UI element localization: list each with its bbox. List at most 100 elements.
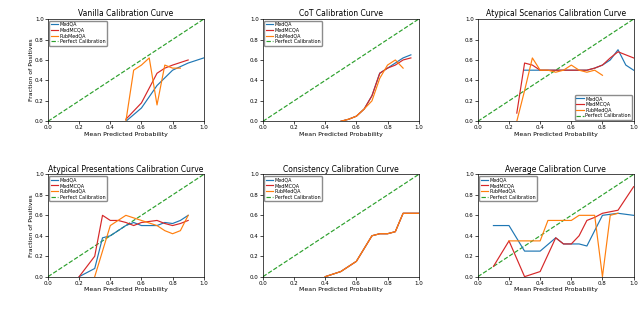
MedMCQA (415, 211, 422, 215)
PubMedQA (583, 213, 591, 217)
MedQA (559, 242, 567, 246)
PubMedQA (368, 99, 376, 103)
PubMedQA (529, 56, 536, 60)
PubMedQA (513, 119, 520, 123)
MedMCQA (575, 234, 583, 238)
MedMCQA (76, 275, 83, 279)
MedQA (575, 68, 583, 72)
PubMedQA (544, 218, 552, 222)
MedMCQA (115, 218, 122, 222)
MedMCQA (99, 213, 106, 217)
Y-axis label: Fraction of Positives: Fraction of Positives (29, 194, 34, 257)
MedQA (153, 224, 161, 227)
MedMCQA (521, 61, 529, 65)
PubMedQA (521, 239, 529, 243)
MedMCQA (138, 221, 145, 225)
PubMedQA (606, 213, 614, 217)
MedMCQA (614, 50, 622, 54)
MedQA (575, 242, 583, 246)
MedQA (392, 61, 399, 65)
MedMCQA (591, 66, 598, 70)
MedQA (184, 213, 192, 217)
PubMedQA (392, 230, 399, 234)
X-axis label: Mean Predicted Probability: Mean Predicted Probability (84, 287, 168, 292)
MedQA (153, 84, 161, 87)
MedQA (321, 275, 329, 279)
MedQA (544, 68, 552, 72)
Legend: MedQA, MedMCQA, PubMedQA, Perfect Calibration: MedQA, MedMCQA, PubMedQA, Perfect Calibr… (49, 176, 107, 201)
MedMCQA (552, 236, 559, 240)
PubMedQA (153, 224, 161, 227)
PubMedQA (536, 68, 544, 72)
MedQA (568, 68, 575, 72)
MedMCQA (345, 265, 353, 268)
PubMedQA (169, 66, 177, 70)
PubMedQA (138, 63, 145, 67)
MedMCQA (169, 63, 177, 67)
MedMCQA (392, 230, 399, 234)
MedMCQA (544, 68, 552, 72)
Line: MedMCQA: MedMCQA (79, 215, 188, 277)
MedQA (200, 56, 207, 60)
Title: CoT Calibration Curve: CoT Calibration Curve (299, 9, 383, 18)
MedQA (122, 224, 130, 227)
PubMedQA (153, 103, 161, 107)
PubMedQA (598, 275, 606, 279)
X-axis label: Mean Predicted Probability: Mean Predicted Probability (84, 132, 168, 137)
PubMedQA (568, 218, 575, 222)
MedQA (161, 221, 169, 225)
PubMedQA (337, 119, 345, 123)
PubMedQA (337, 270, 345, 273)
PubMedQA (161, 229, 169, 232)
MedMCQA (552, 68, 559, 72)
Title: Atypical Scenarios Calibration Curve: Atypical Scenarios Calibration Curve (486, 9, 626, 18)
MedQA (415, 211, 422, 215)
MedQA (598, 213, 606, 217)
PubMedQA (614, 211, 622, 215)
MedQA (99, 236, 106, 240)
PubMedQA (177, 66, 184, 70)
MedMCQA (184, 218, 192, 222)
MedMCQA (161, 222, 169, 225)
PubMedQA (321, 275, 329, 279)
MedQA (337, 119, 345, 123)
MedMCQA (345, 117, 353, 121)
MedQA (384, 66, 392, 70)
Legend: MedQA, MedMCQA, PubMedQA, Perfect Calibration: MedQA, MedMCQA, PubMedQA, Perfect Calibr… (49, 21, 107, 46)
MedMCQA (122, 117, 130, 121)
PubMedQA (591, 68, 598, 72)
MedMCQA (399, 211, 407, 215)
MedQA (614, 211, 622, 215)
MedQA (345, 265, 353, 268)
PubMedQA (122, 213, 130, 217)
MedMCQA (598, 211, 606, 215)
MedMCQA (559, 68, 567, 72)
MedQA (598, 63, 606, 67)
PubMedQA (368, 234, 376, 238)
Line: PubMedQA: PubMedQA (95, 215, 188, 277)
MedMCQA (138, 101, 145, 105)
MedMCQA (130, 224, 138, 227)
Y-axis label: Fraction of Positives: Fraction of Positives (29, 39, 34, 101)
PubMedQA (353, 114, 360, 118)
MedQA (138, 224, 145, 227)
MedQA (591, 66, 598, 70)
MedQA (169, 222, 177, 225)
PubMedQA (122, 119, 130, 123)
PubMedQA (591, 213, 598, 217)
MedMCQA (407, 56, 415, 60)
Line: MedMCQA: MedMCQA (516, 52, 634, 113)
MedQA (490, 224, 497, 227)
MedMCQA (353, 259, 360, 263)
MedMCQA (106, 218, 114, 222)
MedQA (392, 230, 399, 234)
MedMCQA (513, 111, 520, 115)
PubMedQA (521, 89, 529, 93)
MedMCQA (505, 239, 513, 243)
Line: PubMedQA: PubMedQA (516, 58, 602, 121)
PubMedQA (568, 63, 575, 67)
PubMedQA (583, 70, 591, 74)
MedQA (583, 68, 591, 72)
Line: MedMCQA: MedMCQA (493, 187, 634, 277)
Title: Atypical Presentations Calibration Curve: Atypical Presentations Calibration Curve (48, 165, 204, 174)
